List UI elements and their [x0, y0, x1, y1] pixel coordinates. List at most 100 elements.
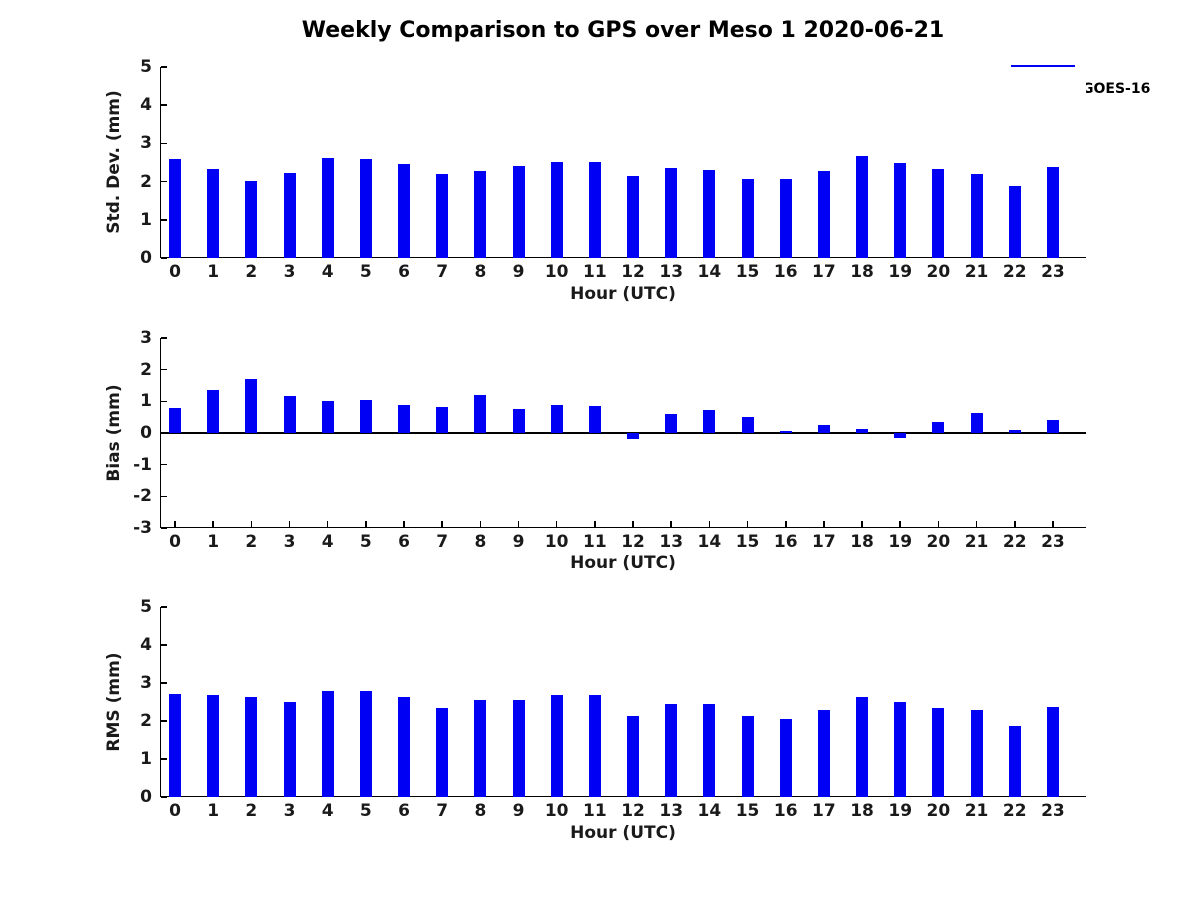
x-tick-label: 20 — [926, 262, 951, 282]
x-tickmark — [365, 521, 367, 527]
x-tickmark — [594, 521, 596, 527]
figure-title: Weekly Comparison to GPS over Meso 1 202… — [301, 18, 945, 43]
x-tick-label: 22 — [1002, 801, 1027, 821]
bar-hour-21 — [970, 173, 983, 258]
bar-hour-11 — [588, 695, 601, 797]
y-tick-label: 4 — [140, 95, 152, 116]
x-tick-label: 1 — [207, 262, 220, 282]
x-tickmark — [899, 521, 902, 527]
x-tick-label: 19 — [888, 262, 913, 282]
x-tickmark — [288, 521, 291, 527]
bar-hour-10 — [550, 161, 563, 258]
x-tickmark — [174, 521, 176, 527]
bar-hour-17 — [817, 424, 830, 433]
x-tick-label: 2 — [245, 532, 258, 552]
bar-hour-4 — [321, 157, 334, 258]
x-tick-label: 3 — [283, 262, 296, 282]
y-tick-label: -2 — [133, 486, 152, 507]
x-tick-label: 0 — [169, 801, 181, 821]
y-tick-label: 2 — [140, 711, 152, 731]
bar-hour-17 — [817, 170, 830, 258]
x-tick-label: 13 — [659, 262, 684, 282]
bar-hour-20 — [932, 708, 945, 797]
x-tickmark — [632, 521, 634, 527]
bar-hour-16 — [779, 431, 792, 433]
bar-hour-15 — [741, 179, 754, 258]
bar-hour-14 — [703, 704, 716, 797]
x-tick-label: 2 — [245, 801, 258, 821]
y-tick-label: -1 — [133, 454, 152, 475]
x-tick-label: 3 — [283, 801, 296, 821]
x-tick-label: 0 — [169, 262, 181, 282]
bar-hour-8 — [474, 395, 487, 433]
bar-hour-12 — [627, 433, 640, 439]
x-tick-label: 10 — [544, 262, 569, 282]
x-tick-label: 19 — [888, 801, 913, 821]
x-tickmark — [823, 521, 825, 527]
bar-hour-12 — [627, 715, 640, 797]
x-tick-label: 15 — [735, 532, 760, 552]
y-tick-label: 0 — [140, 787, 152, 807]
x-tick-label: 21 — [964, 801, 989, 821]
x-tickmark — [746, 521, 749, 527]
plot-area-std-dev: 0 1 2 3 4 5 0 1 2 3 4 5 6 7 8 9 10 11 12 13 14 15 16 17 18 19 20 21… — [140, 57, 1086, 282]
x-tick-label: 9 — [512, 532, 525, 552]
y-tickmark — [161, 758, 167, 760]
y-tickmark — [161, 180, 167, 183]
y-tickmark — [161, 104, 167, 106]
x-tick-label: 5 — [359, 262, 372, 282]
x-tick-label: 11 — [583, 801, 607, 821]
x-tick-label: 14 — [697, 262, 722, 282]
y-tickmark — [161, 682, 167, 684]
y-tickmark — [161, 463, 167, 466]
x-tick-label: 6 — [398, 801, 410, 821]
x-tick-label: 14 — [697, 801, 722, 821]
x-tick-label: 8 — [474, 532, 487, 552]
bar-hour-20 — [932, 421, 945, 433]
x-tick-label: 9 — [512, 801, 525, 821]
bar-hour-10 — [550, 695, 563, 797]
x-tickmark — [1013, 521, 1016, 527]
zero-axis-line — [161, 432, 1086, 434]
plot-area-rms: 0 1 2 3 4 5 0 1 2 3 4 5 6 7 8 9 10 11 12 13 14 15 16 17 18 19 20 21… — [140, 597, 1086, 821]
y-tick-label: 1 — [140, 209, 152, 230]
y-tick-label: 3 — [140, 673, 152, 693]
bar-hour-12 — [627, 176, 640, 258]
x-tick-label: 8 — [474, 801, 487, 821]
y-tick-label: 2 — [140, 171, 152, 192]
x-tick-label: 7 — [436, 801, 449, 821]
bar-hour-9 — [512, 408, 525, 433]
bar-hour-23 — [1046, 167, 1059, 258]
bar-hour-20 — [932, 169, 945, 258]
bar-hour-13 — [665, 703, 678, 797]
x-tick-label: 23 — [1041, 532, 1065, 552]
bar-hour-13 — [665, 167, 678, 258]
bar-hour-2 — [245, 697, 258, 797]
bar-hour-11 — [588, 406, 601, 433]
x-tick-label: 14 — [697, 532, 722, 552]
x-tick-label: 19 — [888, 532, 913, 552]
y-axis-label-rms: RMS (mm) — [104, 652, 124, 752]
x-tick-label: 1 — [207, 801, 220, 821]
x-tick-label: 10 — [544, 801, 569, 821]
bar-hour-15 — [741, 416, 754, 433]
bar-hour-2 — [245, 379, 258, 433]
x-tick-label: 4 — [321, 262, 334, 282]
bar-hour-3 — [283, 395, 296, 433]
bar-hour-9 — [512, 700, 525, 797]
x-tickmark — [212, 521, 214, 527]
y-tick-label: 3 — [140, 133, 152, 154]
y-tickmark — [161, 400, 167, 403]
x-tickmark — [403, 521, 405, 527]
y-tickmark — [161, 368, 167, 371]
y-tick-label: -3 — [133, 518, 152, 538]
bar-hour-1 — [207, 390, 220, 433]
y-tickmark — [161, 495, 167, 498]
plot-area-bias: -3 -2 -1 0 1 2 3 0 1 2 3 4 5 6 7 8 9 10 11 12 13 14 15 16 17 18 19… — [133, 328, 1086, 552]
y-tickmark — [161, 606, 167, 608]
bar-hour-14 — [703, 169, 716, 258]
x-tick-label: 7 — [436, 262, 449, 282]
bar-hour-3 — [283, 702, 296, 797]
bar-hour-13 — [665, 414, 678, 433]
x-tick-label: 10 — [544, 532, 569, 552]
